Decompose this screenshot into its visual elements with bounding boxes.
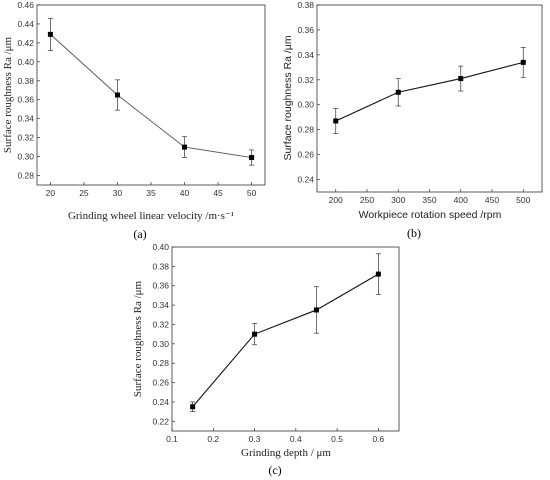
plot-frame-c bbox=[171, 246, 400, 432]
data-point-a-0 bbox=[47, 31, 53, 37]
plot-frame-a bbox=[36, 4, 266, 186]
data-point-b-1 bbox=[395, 89, 401, 95]
y-tick-label-c-4: 0.30 bbox=[152, 339, 169, 349]
markers-a bbox=[47, 31, 255, 161]
y-tick-label-a-5: 0.38 bbox=[17, 76, 34, 86]
data-point-a-3 bbox=[249, 155, 255, 161]
markers-c bbox=[190, 271, 381, 410]
x-tick-label-b-2: 300 bbox=[391, 195, 405, 205]
x-tick-label-b-1: 250 bbox=[360, 195, 374, 205]
y-tick-label-a-1: 0.30 bbox=[17, 152, 34, 162]
x-axis-label-c: Grinding depth / μm bbox=[241, 447, 331, 459]
data-point-a-1 bbox=[114, 92, 120, 98]
data-point-b-3 bbox=[520, 59, 526, 65]
y-tick-label-c-5: 0.32 bbox=[152, 319, 169, 329]
y-axis-label-c: Surface roughness Ra /μm bbox=[132, 280, 144, 397]
x-tick-label-b-3: 350 bbox=[422, 195, 436, 205]
chart-panel-a: 20 25 30 35 40 45 50 0.280.300.320.340.360.380… bbox=[2, 0, 266, 241]
y-tick-label-c-1: 0.24 bbox=[152, 397, 169, 407]
y-tick-label-a-0: 0.28 bbox=[17, 171, 34, 181]
chart-panel-c: 0.1 0.2 0.3 0.4 0.5 0.6 0.220.240.260.280.300… bbox=[132, 242, 400, 477]
x-tick-label-a-3: 35 bbox=[146, 188, 156, 198]
y-tick-label-b-7: 0.38 bbox=[297, 0, 314, 10]
x-tick-label-c-0: 0.1 bbox=[166, 434, 178, 444]
x-tick-label-c-5: 0.6 bbox=[372, 434, 384, 444]
x-tick-label-b-5: 450 bbox=[485, 195, 499, 205]
series-line-c bbox=[192, 273, 379, 408]
x-ticks-b: 200 250 300 350 400 450 500 bbox=[329, 189, 531, 205]
panel-label-b: (b) bbox=[407, 226, 421, 240]
y-axis-label-b: Surface roughness Ra /μm bbox=[282, 35, 294, 160]
x-tick-label-a-2: 30 bbox=[113, 188, 123, 198]
plot-frame-b bbox=[316, 4, 543, 193]
y-tick-label-a-2: 0.32 bbox=[17, 133, 34, 143]
y-ticks-b: 0.24 0.26 0.28 0.30 0.32 0.34 0.36 0.38 bbox=[297, 0, 320, 185]
y-tick-label-c-9: 0.40 bbox=[152, 242, 169, 252]
y-tick-label-c-8: 0.38 bbox=[152, 261, 169, 271]
y-ticks-c: 0.22 0.24 0.26 0.28 0.30 0.32 0.34 0.36 0.38 0.40 bbox=[152, 242, 175, 426]
x-tick-label-c-2: 0.3 bbox=[249, 434, 261, 444]
series-line-b bbox=[335, 61, 524, 122]
y-tick-label-b-1: 0.26 bbox=[297, 150, 314, 160]
x-tick-label-a-5: 45 bbox=[213, 188, 223, 198]
x-tick-label-a-6: 50 bbox=[247, 188, 257, 198]
x-tick-label-c-4: 0.5 bbox=[331, 434, 343, 444]
errorbars-a bbox=[47, 17, 255, 166]
y-tick-label-a-7: 0.42 bbox=[17, 38, 34, 48]
x-tick-label-a-1: 25 bbox=[79, 188, 89, 198]
y-tick-label-a-6: 0.40 bbox=[17, 57, 34, 67]
errorbars-b bbox=[333, 47, 526, 134]
y-axis-label-a: Surface roughness Ra /μm bbox=[2, 36, 14, 153]
panel-label-c: (c) bbox=[268, 463, 281, 477]
y-tick-label-b-0: 0.24 bbox=[297, 175, 314, 185]
data-point-b-0 bbox=[333, 118, 339, 124]
errorbars-c bbox=[190, 253, 381, 412]
chart-panel-b: 200 250 300 350 400 450 500 0.240.260.280.300.… bbox=[282, 0, 543, 240]
y-tick-label-a-4: 0.36 bbox=[17, 95, 34, 105]
data-point-c-1 bbox=[252, 331, 258, 337]
data-point-c-2 bbox=[313, 307, 319, 313]
x-ticks-a: 20 25 30 35 40 45 50 bbox=[46, 182, 257, 198]
y-tick-label-a-9: 0.46 bbox=[17, 0, 34, 10]
y-tick-label-b-4: 0.32 bbox=[297, 75, 314, 85]
data-point-c-3 bbox=[375, 271, 381, 277]
panel-label-a: (a) bbox=[133, 227, 146, 241]
y-tick-label-c-7: 0.36 bbox=[152, 281, 169, 291]
y-ticks-a: 0.28 0.30 0.32 0.34 0.36 0.38 0.40 0.42 0.44 0.46 bbox=[17, 0, 40, 181]
y-tick-label-c-0: 0.22 bbox=[152, 416, 169, 426]
x-axis-label-a: Grinding wheel linear velocity /m·s⁻¹ bbox=[68, 210, 234, 222]
data-point-b-2 bbox=[458, 76, 464, 82]
y-tick-label-c-3: 0.28 bbox=[152, 358, 169, 368]
y-tick-label-b-6: 0.36 bbox=[297, 25, 314, 35]
data-point-a-2 bbox=[182, 144, 188, 150]
x-tick-label-c-1: 0.2 bbox=[207, 434, 219, 444]
data-point-c-0 bbox=[190, 404, 196, 410]
y-tick-label-b-3: 0.30 bbox=[297, 100, 314, 110]
x-tick-label-b-0: 200 bbox=[329, 195, 343, 205]
y-tick-label-a-8: 0.44 bbox=[17, 19, 34, 29]
series-line-a bbox=[50, 34, 252, 158]
x-axis-label-b: Workpiece rotation speed /rpm bbox=[359, 209, 502, 221]
y-tick-label-a-3: 0.34 bbox=[17, 114, 34, 124]
x-ticks-c: 0.1 0.2 0.3 0.4 0.5 0.6 bbox=[166, 428, 385, 444]
y-tick-label-c-2: 0.26 bbox=[152, 378, 169, 388]
x-tick-label-a-4: 40 bbox=[180, 188, 190, 198]
markers-b bbox=[333, 59, 526, 124]
y-tick-label-b-5: 0.34 bbox=[297, 50, 314, 60]
x-tick-label-b-4: 400 bbox=[454, 195, 468, 205]
x-tick-label-a-0: 20 bbox=[46, 188, 56, 198]
x-tick-label-b-6: 500 bbox=[516, 195, 530, 205]
x-tick-label-c-3: 0.4 bbox=[290, 434, 302, 444]
y-tick-label-b-2: 0.28 bbox=[297, 125, 314, 135]
y-tick-label-c-6: 0.34 bbox=[152, 300, 169, 310]
